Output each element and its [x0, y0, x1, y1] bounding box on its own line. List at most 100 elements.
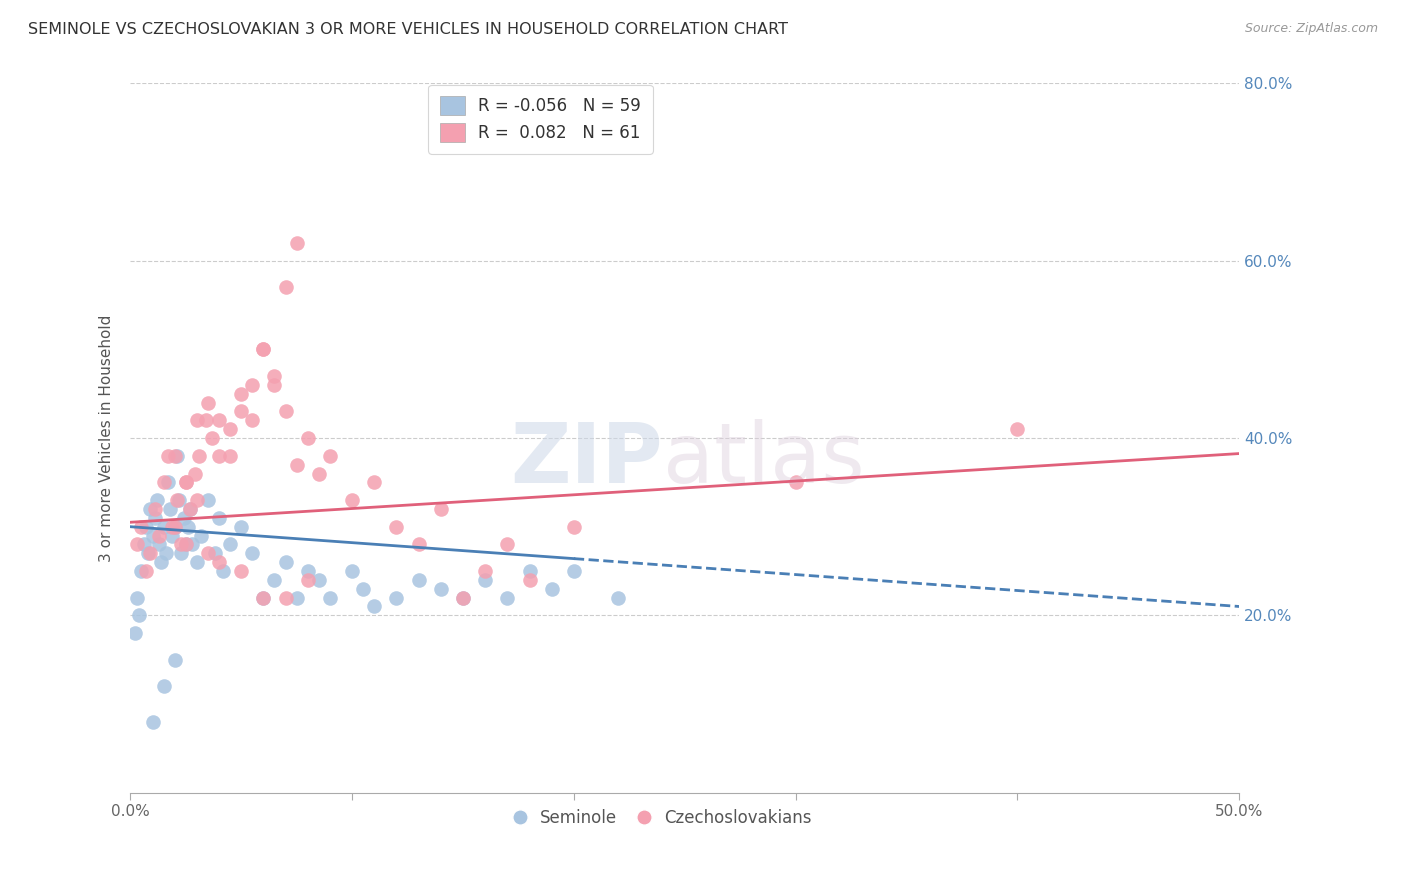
Point: [319, 449, 342, 463]
Point: [188, 449, 211, 463]
Point: [562, 564, 585, 578]
Point: [150, 555, 173, 569]
Point: [124, 626, 146, 640]
Point: [231, 564, 253, 578]
Point: [179, 502, 201, 516]
Point: [174, 537, 197, 551]
Text: ZIP: ZIP: [510, 419, 662, 500]
Point: [197, 395, 219, 409]
Point: [474, 573, 496, 587]
Point: [274, 404, 297, 418]
Point: [181, 537, 204, 551]
Point: [240, 546, 263, 560]
Point: [231, 404, 253, 418]
Point: [451, 591, 474, 605]
Point: [135, 564, 157, 578]
Point: [252, 591, 274, 605]
Point: [197, 493, 219, 508]
Point: [274, 591, 297, 605]
Legend: Seminole, Czechoslovakians: Seminole, Czechoslovakians: [508, 803, 818, 834]
Point: [231, 519, 253, 533]
Point: [186, 493, 208, 508]
Point: [252, 343, 274, 357]
Point: [252, 591, 274, 605]
Point: [496, 591, 519, 605]
Point: [408, 573, 430, 587]
Point: [297, 431, 319, 445]
Text: Source: ZipAtlas.com: Source: ZipAtlas.com: [1244, 22, 1378, 36]
Point: [186, 413, 208, 427]
Point: [204, 546, 226, 560]
Point: [540, 582, 562, 596]
Point: [163, 449, 186, 463]
Point: [177, 519, 200, 533]
Point: [163, 519, 186, 533]
Point: [308, 573, 330, 587]
Point: [155, 546, 177, 560]
Point: [152, 519, 174, 533]
Point: [785, 475, 807, 490]
Point: [519, 564, 541, 578]
Point: [157, 449, 180, 463]
Point: [148, 537, 170, 551]
Point: [285, 458, 308, 472]
Point: [212, 564, 235, 578]
Point: [183, 467, 205, 481]
Point: [240, 413, 263, 427]
Point: [340, 564, 363, 578]
Point: [146, 493, 169, 508]
Point: [263, 377, 285, 392]
Point: [208, 413, 231, 427]
Text: atlas: atlas: [662, 419, 865, 500]
Point: [136, 546, 159, 560]
Point: [166, 449, 188, 463]
Point: [562, 519, 585, 533]
Point: [451, 591, 474, 605]
Point: [208, 511, 231, 525]
Point: [519, 573, 541, 587]
Point: [274, 555, 297, 569]
Point: [240, 377, 263, 392]
Point: [179, 502, 201, 516]
Point: [125, 537, 148, 551]
Point: [252, 343, 274, 357]
Point: [190, 528, 212, 542]
Point: [143, 511, 166, 525]
Point: [128, 608, 150, 623]
Point: [340, 493, 363, 508]
Point: [319, 591, 342, 605]
Point: [285, 591, 308, 605]
Point: [607, 591, 630, 605]
Point: [125, 591, 148, 605]
Point: [141, 528, 163, 542]
Point: [135, 519, 157, 533]
Point: [219, 449, 242, 463]
Point: [274, 280, 297, 294]
Point: [474, 564, 496, 578]
Point: [157, 475, 180, 490]
Point: [152, 679, 174, 693]
Point: [231, 386, 253, 401]
Point: [148, 528, 170, 542]
Point: [162, 528, 184, 542]
Point: [385, 591, 408, 605]
Point: [174, 475, 197, 490]
Point: [139, 546, 162, 560]
Point: [263, 573, 285, 587]
Point: [352, 582, 374, 596]
Point: [385, 519, 408, 533]
Point: [170, 546, 193, 560]
Point: [297, 564, 319, 578]
Point: [285, 235, 308, 250]
Point: [166, 493, 188, 508]
Point: [208, 449, 231, 463]
Point: [408, 537, 430, 551]
Point: [163, 653, 186, 667]
Point: [152, 475, 174, 490]
Point: [219, 422, 242, 436]
Point: [163, 519, 186, 533]
Point: [167, 493, 190, 508]
Point: [363, 475, 385, 490]
Point: [186, 555, 208, 569]
Point: [159, 502, 181, 516]
